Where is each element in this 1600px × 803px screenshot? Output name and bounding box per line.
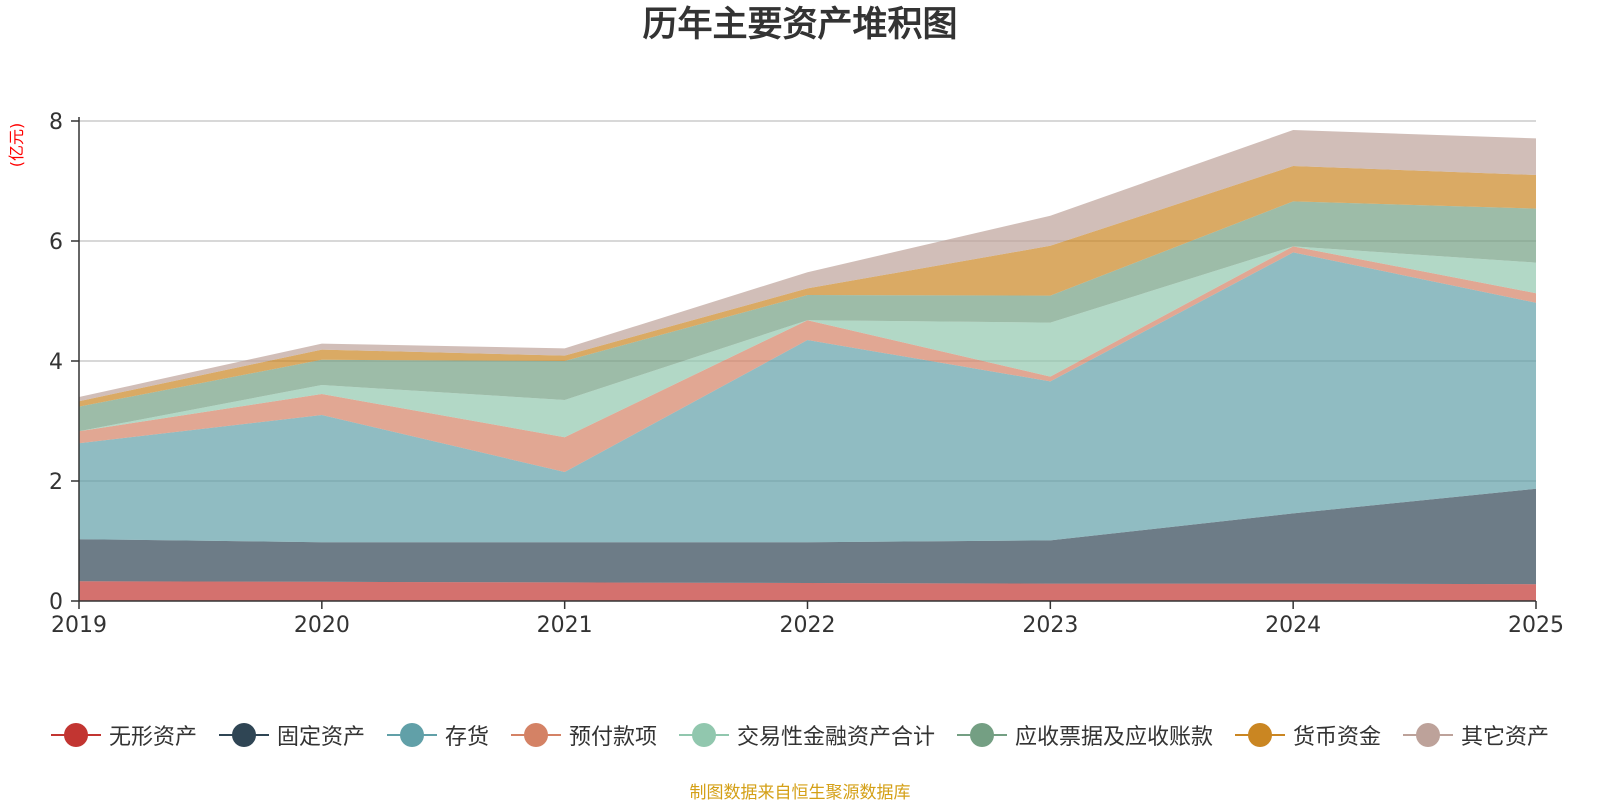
legend-label: 无形资产 xyxy=(108,725,197,750)
x-tick-label: 2023 xyxy=(1022,613,1078,638)
legend-marker-icon xyxy=(1235,722,1286,748)
legend-marker-icon xyxy=(50,722,101,748)
legend-marker-icon xyxy=(957,722,1008,748)
legend-label: 固定资产 xyxy=(276,725,365,750)
y-tick-label: 8 xyxy=(49,110,63,135)
area-series-4[interactable] xyxy=(79,246,1536,472)
y-tick-label: 2 xyxy=(49,470,63,495)
area-series-6[interactable] xyxy=(79,201,1536,432)
legend-label: 应收票据及应收账款 xyxy=(1015,725,1214,750)
legend-item[interactable]: 交易性金融资产合计 xyxy=(679,719,935,751)
legend-item[interactable]: 货币资金 xyxy=(1235,719,1381,751)
y-tick-label: 6 xyxy=(49,230,63,255)
x-tick-label: 2024 xyxy=(1265,613,1321,638)
x-tick-label: 2022 xyxy=(780,613,836,638)
area-series-7[interactable] xyxy=(79,166,1536,407)
axis-layer: 0 2 4 6 8 2019 2020 2021 2022 2023 2024 2025 xyxy=(49,110,1564,638)
legend-label: 预付款项 xyxy=(568,725,657,750)
legend-item[interactable]: 预付款项 xyxy=(510,719,657,751)
area-series-3[interactable] xyxy=(79,252,1536,543)
area-layer xyxy=(79,130,1536,601)
legend: 无形资产 固定资产 存货 预付款项 交易性金融资产合计 应收票据及应收账款 货币资金 其它资产 xyxy=(0,715,1600,755)
x-tick-label: 2021 xyxy=(537,613,593,638)
x-tick-label: 2025 xyxy=(1508,613,1564,638)
legend-item[interactable]: 固定资产 xyxy=(218,719,365,751)
y-axis-label: (亿元) xyxy=(7,123,26,168)
x-tick-label: 2019 xyxy=(51,613,107,638)
legend-item[interactable]: 其它资产 xyxy=(1403,719,1549,751)
x-tick-label: 2020 xyxy=(294,613,350,638)
legend-marker-icon xyxy=(386,722,437,748)
area-series-1[interactable] xyxy=(79,581,1536,601)
legend-label: 其它资产 xyxy=(1461,725,1550,750)
area-series-2[interactable] xyxy=(79,488,1536,585)
area-series-5[interactable] xyxy=(79,246,1536,438)
legend-label: 交易性金融资产合计 xyxy=(737,725,936,750)
y-tick-label: 0 xyxy=(49,590,63,615)
y-tick-label: 4 xyxy=(49,350,63,375)
legend-item[interactable]: 存货 xyxy=(386,719,489,751)
legend-marker-icon xyxy=(679,722,729,748)
legend-label: 货币资金 xyxy=(1293,725,1382,750)
chart-title: 历年主要资产堆积图 xyxy=(642,5,958,45)
legend-marker-icon xyxy=(218,722,269,748)
area-series-8[interactable] xyxy=(79,130,1536,402)
legend-item[interactable]: 应收票据及应收账款 xyxy=(957,719,1213,751)
legend-item[interactable]: 无形资产 xyxy=(50,719,197,751)
legend-marker-icon xyxy=(1403,722,1454,748)
legend-marker-icon xyxy=(510,722,561,748)
legend-label: 存货 xyxy=(444,725,489,750)
source-note: 制图数据来自恒生聚源数据库 xyxy=(689,783,911,803)
